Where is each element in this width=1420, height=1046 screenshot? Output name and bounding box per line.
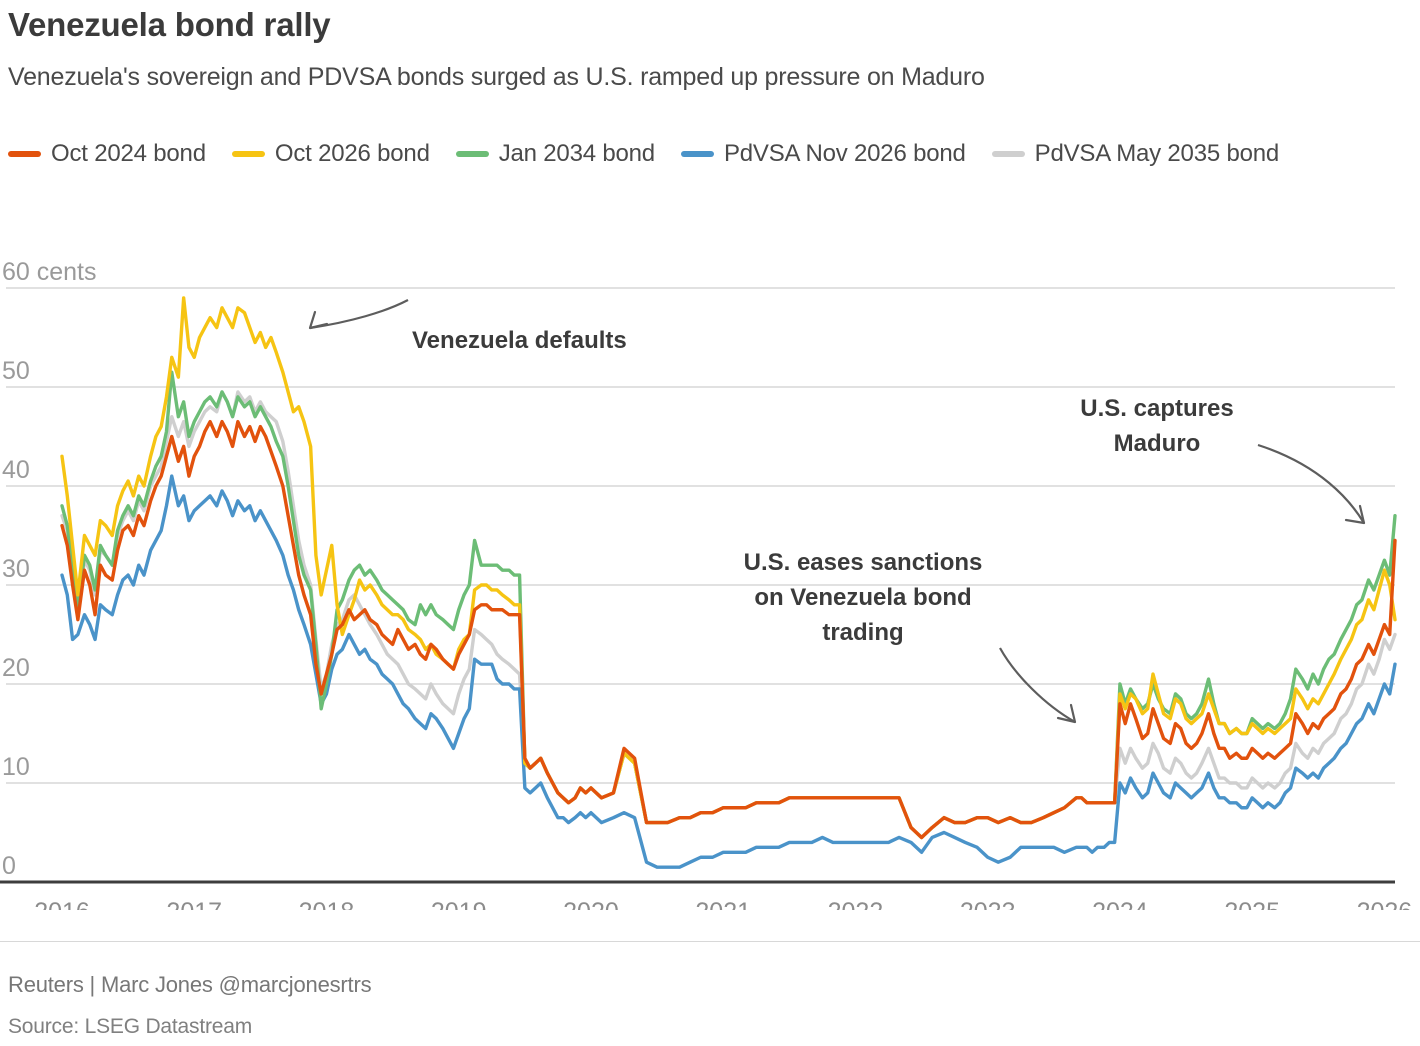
legend-item-label: Oct 2026 bond [274, 140, 430, 167]
y-axis-tick-label: 60 cents [2, 258, 97, 286]
legend-color-swatch [680, 151, 714, 157]
annotation-us-eases-sanctions: U.S. eases sanctions on Venezuela bond t… [744, 549, 1077, 724]
legend-item[interactable]: Oct 2026 bond [231, 133, 430, 175]
series-line [60, 296, 1397, 840]
x-axis-tick-label: 2017 [166, 898, 222, 910]
y-axis-tick-label: 30 [2, 555, 30, 583]
credit-line: Reuters | Marc Jones @marcjonesrtrs [8, 972, 372, 997]
x-axis-tick-label: 2021 [695, 898, 751, 910]
legend-color-swatch [231, 151, 265, 157]
legend-color-swatch [991, 151, 1025, 157]
y-axis-tick-label: 40 [2, 456, 30, 484]
y-axis-tick-label: 10 [2, 753, 30, 781]
legend-item[interactable]: Jan 2034 bond [455, 133, 655, 175]
y-axis-tick-label: 0 [2, 852, 16, 880]
x-axis-labels: 2016 2017 2018 2019 2020 2021 2022 2023 2024 2025… [34, 898, 1412, 910]
series-lines [60, 296, 1397, 869]
legend-item-label: PdVSA Nov 2026 bond [723, 140, 966, 167]
legend-item-label: Oct 2024 bond [51, 140, 206, 167]
x-axis-tick-label: 2019 [431, 898, 487, 910]
legend-item[interactable]: PdVSA May 2035 bond [991, 133, 1280, 175]
gridlines [6, 287, 1395, 784]
footer-divider [0, 941, 1420, 942]
x-axis-tick-label: 2016 [34, 898, 90, 910]
y-axis-tick-label: 50 [2, 357, 30, 385]
annotation-text-line: U.S. eases sanctions [744, 549, 983, 576]
legend-color-swatch [455, 151, 489, 157]
y-axis-labels: 0 10 20 30 40 50 60 cents [2, 258, 97, 880]
page-subtitle: Venezuela's sovereign and PDVSA bonds su… [8, 63, 985, 91]
series-line [60, 390, 1397, 840]
x-axis-tick-label: 2020 [563, 898, 619, 910]
page-title: Venezuela bond rally [8, 6, 331, 43]
chart-legend: Oct 2024 bond Oct 2026 bond Jan 2034 bond P… [8, 133, 1412, 175]
chart-area: 0 10 20 30 40 50 60 cents 2016 2017 2018 2019 2020… [0, 250, 1420, 910]
x-axis-tick-label: 2022 [828, 898, 884, 910]
y-axis-tick-label: 20 [2, 654, 30, 682]
annotation-text-line: trading [822, 619, 903, 646]
line-chart: 0 10 20 30 40 50 60 cents 2016 2017 2018 2019 2020… [0, 258, 1412, 910]
annotation-text-line: Maduro [1114, 430, 1201, 457]
x-axis-tick-label: 2025 [1224, 898, 1280, 910]
series-line [60, 474, 1397, 869]
annotation-venezuela-defaults: Venezuela defaults [308, 299, 627, 354]
annotation-text-line: on Venezuela bond [754, 584, 971, 611]
annotation-text-line: U.S. captures [1080, 395, 1233, 422]
legend-item-label: Jan 2034 bond [498, 140, 655, 167]
x-axis-tick-label: 2023 [960, 898, 1016, 910]
legend-item[interactable]: Oct 2024 bond [8, 133, 206, 175]
legend-color-swatch [8, 151, 41, 157]
annotation-text-line: Venezuela defaults [412, 327, 627, 354]
legend-item-label: PdVSA May 2035 bond [1034, 140, 1280, 167]
x-axis-tick-label: 2026 [1357, 898, 1413, 910]
x-axis-tick-label: 2024 [1092, 898, 1148, 910]
x-axis-tick-label: 2018 [299, 898, 355, 910]
series-line [60, 419, 1397, 840]
legend-item[interactable]: PdVSA Nov 2026 bond [680, 133, 966, 175]
source-line: Source: LSEG Datastream [8, 1015, 253, 1038]
annotation-us-captures-maduro: U.S. captures Maduro [1080, 395, 1366, 525]
